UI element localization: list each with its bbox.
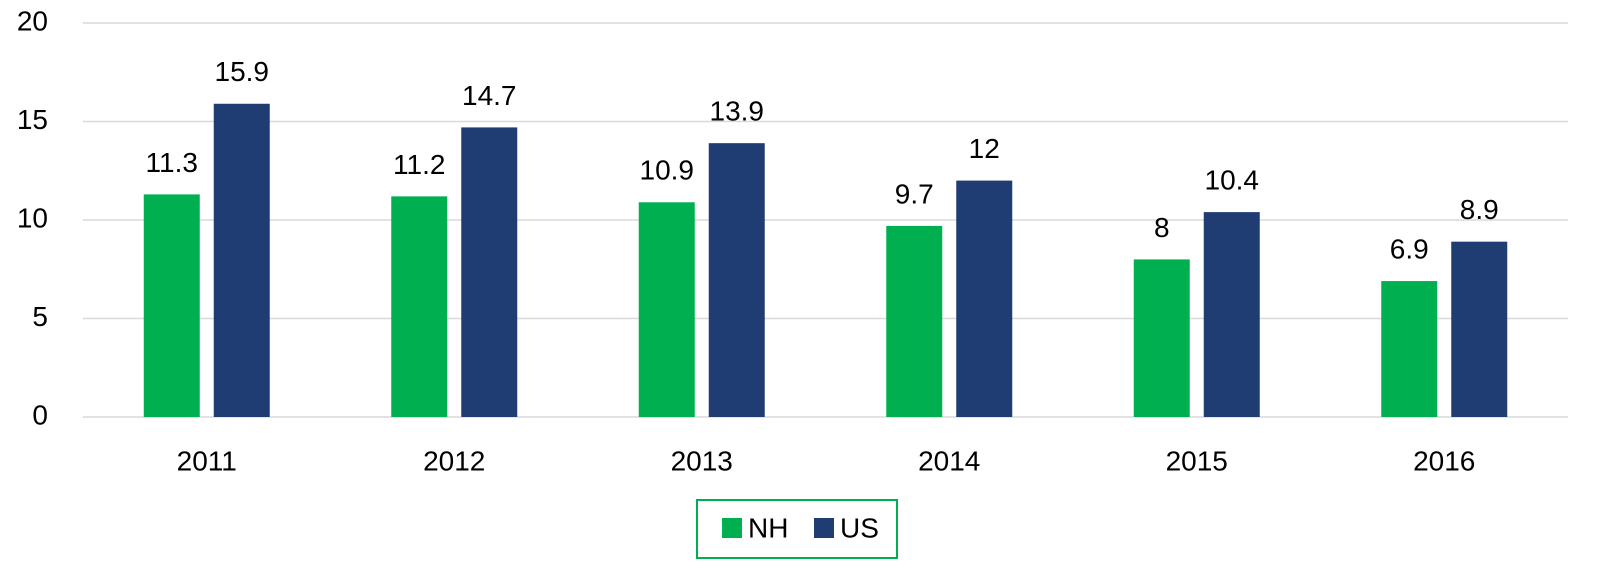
bar [143, 194, 200, 417]
bar [1133, 259, 1190, 417]
bar [213, 103, 270, 418]
data-label: 10.4 [1205, 165, 1260, 196]
data-label: 13.9 [710, 96, 765, 127]
legend-box [696, 499, 898, 559]
legend-swatch [722, 518, 742, 538]
data-label: 11.3 [146, 147, 198, 178]
legend-label: NH [748, 512, 788, 543]
bar [1381, 281, 1438, 417]
bar [391, 196, 448, 417]
data-label: 10.9 [640, 155, 695, 186]
data-label: 12 [969, 133, 1000, 164]
y-tick-label: 5 [32, 301, 48, 332]
y-tick-label: 15 [17, 104, 48, 135]
x-tick-label: 2015 [1166, 445, 1228, 476]
bar [1203, 212, 1260, 417]
data-label: 11.2 [393, 149, 445, 180]
data-label: 9.7 [895, 178, 934, 209]
legend-label: US [840, 512, 879, 543]
bar [708, 143, 765, 418]
legend-swatch [814, 518, 834, 538]
x-tick-label: 2012 [423, 445, 485, 476]
bar [638, 202, 695, 417]
bar [1451, 241, 1508, 417]
data-label: 6.9 [1390, 233, 1429, 264]
data-label: 14.7 [462, 80, 517, 111]
bar [886, 225, 943, 417]
x-tick-label: 2016 [1413, 445, 1475, 476]
x-tick-label: 2014 [918, 445, 980, 476]
data-label: 8 [1154, 212, 1170, 243]
data-label: 8.9 [1460, 194, 1499, 225]
y-tick-label: 0 [32, 399, 48, 430]
bar [956, 180, 1013, 417]
y-tick-label: 20 [17, 5, 48, 36]
x-tick-label: 2011 [177, 445, 237, 476]
x-tick-label: 2013 [671, 445, 733, 476]
bar [461, 127, 518, 417]
y-tick-label: 10 [17, 202, 48, 233]
data-label: 15.9 [215, 56, 270, 87]
